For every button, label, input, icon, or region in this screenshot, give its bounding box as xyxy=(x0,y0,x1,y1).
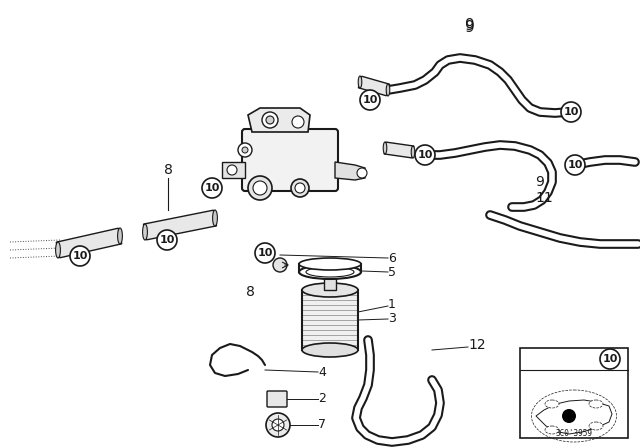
Text: 11: 11 xyxy=(535,191,553,205)
Ellipse shape xyxy=(383,142,387,154)
Text: 10: 10 xyxy=(602,354,618,364)
Polygon shape xyxy=(143,210,216,240)
Ellipse shape xyxy=(306,267,354,277)
Text: 10: 10 xyxy=(257,248,273,258)
Ellipse shape xyxy=(302,283,358,297)
Circle shape xyxy=(561,102,581,122)
Circle shape xyxy=(70,246,90,266)
Text: 2: 2 xyxy=(318,392,326,405)
Circle shape xyxy=(291,179,309,197)
Text: 10: 10 xyxy=(417,150,433,160)
Text: 3: 3 xyxy=(388,311,396,324)
Ellipse shape xyxy=(589,422,603,430)
Ellipse shape xyxy=(299,265,361,279)
Ellipse shape xyxy=(212,210,218,226)
FancyBboxPatch shape xyxy=(242,129,338,191)
Text: 10: 10 xyxy=(563,107,579,117)
Text: 9: 9 xyxy=(535,175,544,189)
Ellipse shape xyxy=(589,400,603,408)
Ellipse shape xyxy=(386,84,390,96)
Circle shape xyxy=(157,230,177,250)
Ellipse shape xyxy=(302,343,358,357)
Polygon shape xyxy=(335,162,365,180)
Polygon shape xyxy=(384,142,414,158)
Polygon shape xyxy=(358,76,390,96)
Text: 7: 7 xyxy=(318,418,326,431)
Ellipse shape xyxy=(358,76,362,88)
Circle shape xyxy=(227,165,237,175)
Circle shape xyxy=(266,413,290,437)
Bar xyxy=(302,290,358,350)
Bar xyxy=(222,162,245,178)
Circle shape xyxy=(600,349,620,369)
Ellipse shape xyxy=(143,224,147,240)
Circle shape xyxy=(238,143,252,157)
Text: 5: 5 xyxy=(388,266,396,279)
Circle shape xyxy=(292,116,304,128)
FancyBboxPatch shape xyxy=(267,391,287,407)
Ellipse shape xyxy=(56,242,60,258)
Text: 3C0'3959: 3C0'3959 xyxy=(556,428,593,438)
Circle shape xyxy=(253,181,267,195)
Ellipse shape xyxy=(545,400,559,408)
Text: 10: 10 xyxy=(362,95,378,105)
Bar xyxy=(520,348,628,438)
Text: 10: 10 xyxy=(159,235,175,245)
Circle shape xyxy=(273,258,287,272)
Text: 10: 10 xyxy=(567,160,582,170)
Circle shape xyxy=(255,243,275,263)
Ellipse shape xyxy=(545,426,559,434)
Text: 8: 8 xyxy=(164,163,172,177)
Text: 10: 10 xyxy=(204,183,220,193)
Polygon shape xyxy=(536,400,612,434)
Circle shape xyxy=(266,116,274,124)
Ellipse shape xyxy=(412,146,415,158)
Text: 8: 8 xyxy=(246,285,255,299)
Text: 9: 9 xyxy=(465,21,475,35)
Circle shape xyxy=(357,168,367,178)
Text: 9: 9 xyxy=(465,18,475,34)
Circle shape xyxy=(415,145,435,165)
Circle shape xyxy=(360,90,380,110)
Circle shape xyxy=(562,409,576,423)
Circle shape xyxy=(242,147,248,153)
Text: 10: 10 xyxy=(72,251,88,261)
Text: 12: 12 xyxy=(468,338,486,352)
Bar xyxy=(324,276,336,290)
Circle shape xyxy=(272,419,284,431)
Text: 6: 6 xyxy=(388,251,396,264)
Polygon shape xyxy=(248,108,310,132)
Polygon shape xyxy=(56,228,122,258)
Circle shape xyxy=(262,112,278,128)
Text: 1: 1 xyxy=(388,298,396,311)
Circle shape xyxy=(248,176,272,200)
Circle shape xyxy=(202,178,222,198)
Circle shape xyxy=(565,155,585,175)
Ellipse shape xyxy=(299,258,361,270)
Circle shape xyxy=(295,183,305,193)
Ellipse shape xyxy=(118,228,122,244)
Text: 4: 4 xyxy=(318,366,326,379)
